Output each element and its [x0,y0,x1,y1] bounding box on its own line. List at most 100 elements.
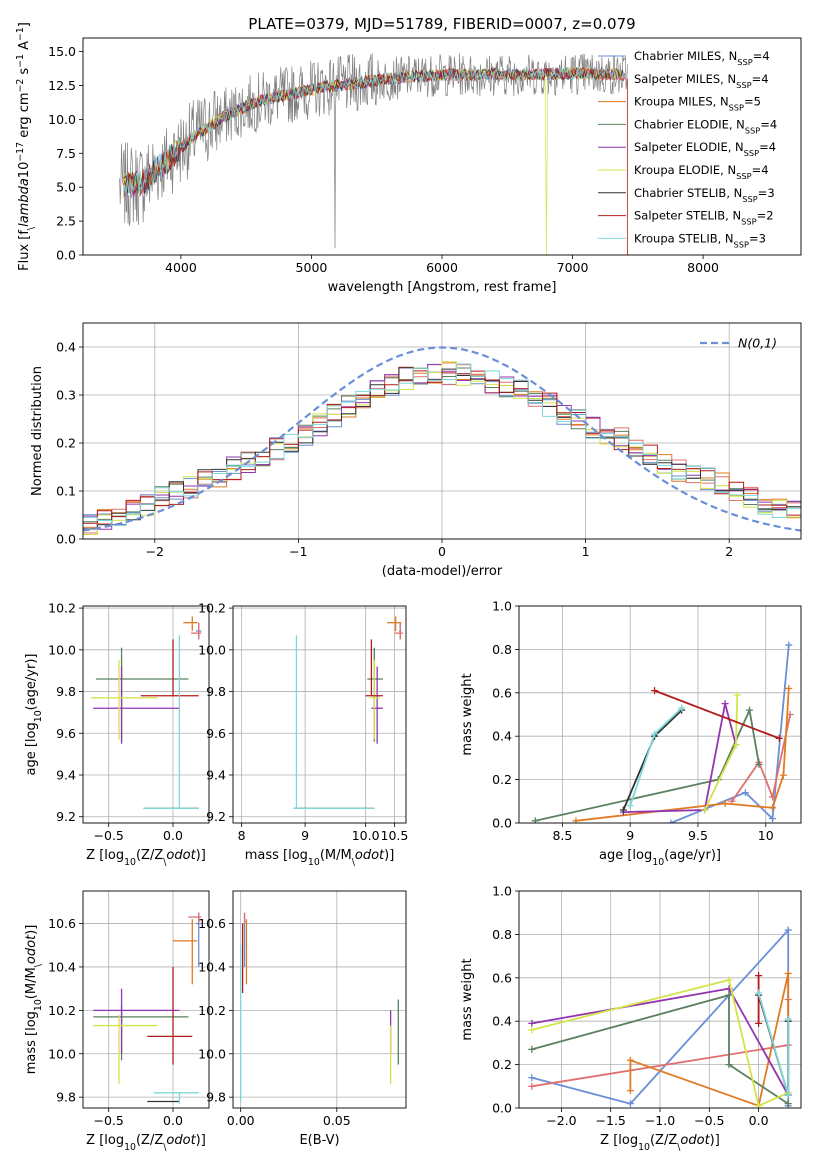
plot-area [293,616,404,810]
plot-area [240,912,399,1102]
legend-label: Kroupa STELIB, NSSP=3 [634,231,766,249]
model-line-kroupa-stelib [123,67,626,197]
panel-mass-vs-ebv: 0.00 0.05 9.8 10.0 10.2 10.4 10.6 E(B-V) [198,890,407,1148]
y-tick-label: 0.0 [492,816,512,831]
series-marker [651,730,659,738]
errorbar-kroupa-miles [183,616,198,632]
x-tick-label: 0.00 [227,1113,255,1128]
x-tick-label: 10.5 [381,828,409,843]
panel-mass-weight-vs-metallicity: −2.0 −1.5 −1.0 −0.5 0.0 0.0 0.2 0.4 0.6 0.8 1.0 Z [… [460,884,802,1153]
y-tick-label: 0.0 [56,532,76,547]
x-tick-label: 1 [582,544,590,559]
y-tick-label: 1.0 [492,884,512,899]
y-tick-label: 0.4 [56,340,76,355]
series-marker [528,1082,536,1090]
series-line-salpeter-miles [731,714,792,802]
x-tick-label: 0.05 [323,1113,351,1128]
y-tick-label: 10.4 [198,959,226,974]
x-axis-label: Z [log10(Z/Z\odot)] [600,1133,720,1153]
series-marker [784,1015,792,1023]
errorbar-kroupa-miles [386,616,402,632]
series-marker [769,815,777,823]
legend-label: Chabrier ELODIE, NSSP=4 [634,117,777,135]
x-tick-label: −1 [289,544,307,559]
errorbar-kroupa-miles [173,919,198,985]
axes-frame [82,322,802,540]
series-marker [721,700,729,708]
y-tick-label: 9.8 [56,684,76,699]
series-line-salpeter-stelib [654,689,780,740]
y-axis-label: mass weight [460,958,475,1040]
y-axis-label: Normed distribution [30,366,45,496]
y-tick-label: 0.6 [492,970,512,985]
x-tick-label: 0.0 [749,1113,769,1128]
series-marker [769,804,777,812]
series-marker [678,704,686,712]
model-line-salpeter-elodie [123,67,626,198]
y-tick-label: 10.0 [198,642,226,657]
errorbar-kroupa-elodie [90,660,158,740]
panel-mass-vs-metallicity: −0.5 0.0 9.8 10.0 10.2 10.4 10.6 Z [log10(Z/Z\o… [24,890,210,1153]
model-line-salpeter-stelib [123,66,626,194]
series-marker [531,817,539,823]
y-tick-label: 10.2 [48,601,76,616]
series-marker [528,1074,536,1082]
series-marker [626,1056,634,1064]
x-tick-label: 4000 [165,260,197,275]
x-tick-label: −0.5 [94,1113,124,1128]
series-marker [725,1061,733,1069]
x-axis-label: E(B-V) [299,1133,339,1148]
y-tick-label: 0.6 [492,685,512,700]
figure-title: PLATE=0379, MJD=51789, FIBERID=0007, z=0… [248,15,635,33]
legend: N(0,1) [700,336,777,351]
y-tick-label: 0.3 [56,388,76,403]
errorbar-kroupa-stelib [153,1092,199,1104]
series-marker [745,706,753,714]
errorbar-salpeter-stelib [365,639,383,697]
series-marker [572,817,580,823]
series-marker [785,684,793,692]
panel-spectrum: 4000 5000 6000 7000 8000 0.0 2.5 5.0 7.5 10.0 12.5… [15,22,802,295]
x-tick-label: 8 [238,828,246,843]
series-line-chabrier-elodie [531,994,789,1105]
axes-frame [82,605,210,824]
series-marker [528,1019,536,1027]
series-marker [732,741,740,749]
y-tick-label: 0.1 [56,484,76,499]
x-tick-label: 6000 [426,260,458,275]
y-axis-label: age [log10(age/yr)] [24,654,44,776]
y-tick-label: 0.4 [492,729,512,744]
series-marker [651,687,659,695]
x-tick-label: 9.5 [688,828,708,843]
series-line-kroupa-stelib [757,992,790,1096]
series-marker [784,926,792,934]
y-tick-label: 9.2 [206,809,226,824]
y-axis-label: mass [log10(M/M\odot)] [24,925,44,1075]
series-marker [775,734,783,742]
legend-label: Salpeter ELODIE, NSSP=4 [634,140,776,158]
errorbar-salpeter-miles [191,622,202,640]
errorbar-kroupa-stelib [143,635,199,810]
y-tick-label: 0.2 [492,772,512,787]
series-marker [784,969,792,977]
x-tick-label: 8000 [687,260,719,275]
panel-age-vs-metallicity: −0.5 0.0 9.2 9.4 9.6 9.8 10.0 10.2 Z [log10(Z/Z\… [24,601,210,868]
series-marker [755,1102,763,1108]
y-tick-label: 10.2 [198,1003,226,1018]
y-tick-label: 2.5 [56,214,76,229]
plot-area [528,926,792,1108]
x-tick-label: 7000 [557,260,589,275]
plot-area [119,53,628,255]
x-tick-label: 9 [301,828,309,843]
y-axis-label: mass weight [460,673,475,755]
y-tick-label: 15.0 [48,44,76,59]
errorbar-salpeter-elodie [93,988,180,1054]
x-tick-label: 0 [438,544,446,559]
y-tick-label: 9.4 [56,768,76,783]
y-tick-label: 10.4 [48,959,76,974]
axes-frame [518,605,802,824]
histogram-salpeter-stelib [83,370,801,524]
errorbar-chabrier-elodie [367,647,383,742]
x-tick-label: −2.0 [546,1113,576,1128]
